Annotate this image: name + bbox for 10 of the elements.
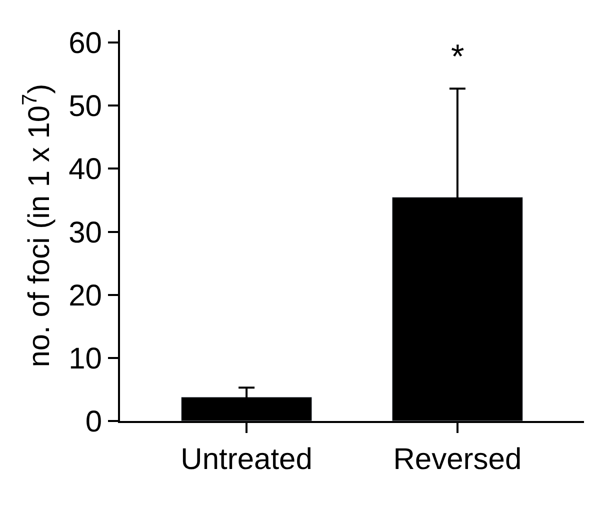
y-tick-label: 30 xyxy=(68,216,102,250)
y-tick-label: 10 xyxy=(68,342,102,376)
y-tick-label: 0 xyxy=(85,406,102,438)
x-tick-label: Reversed xyxy=(393,443,522,476)
y-tick-label: 20 xyxy=(68,279,102,312)
x-tick-label: Untreated xyxy=(180,443,312,476)
y-tick-label: 40 xyxy=(68,153,102,186)
y-tick-label: 50 xyxy=(68,90,102,124)
annotation: * xyxy=(451,38,464,76)
y-tick-label: 60 xyxy=(68,27,102,60)
